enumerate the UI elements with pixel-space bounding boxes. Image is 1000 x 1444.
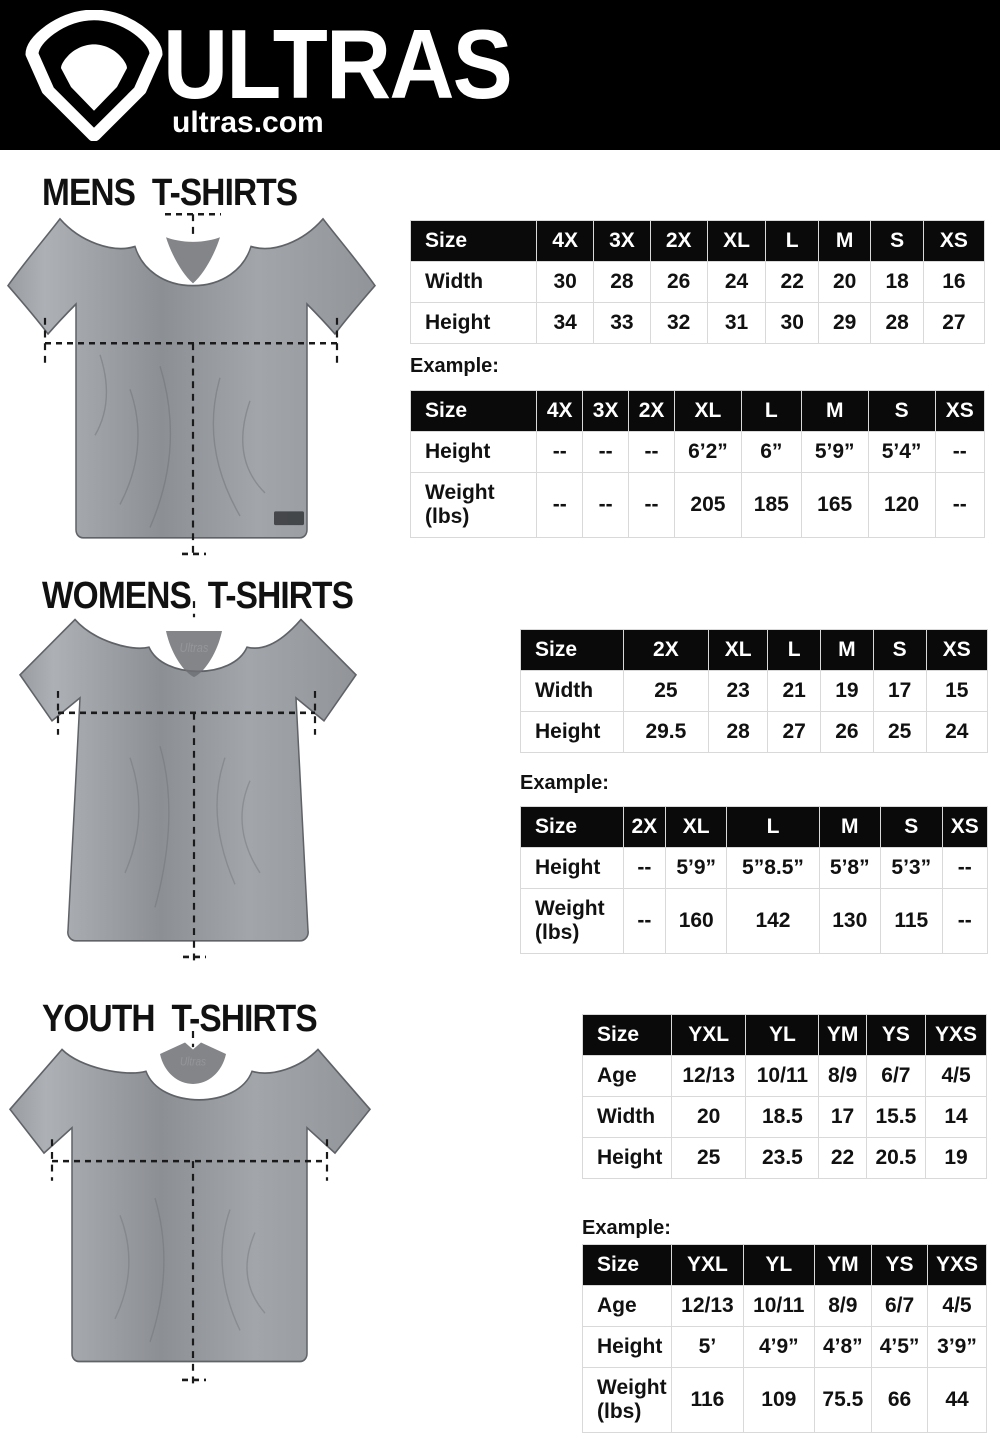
svg-text:Ultras: Ultras [180,640,209,655]
svg-text:Ultras: Ultras [180,1056,207,1069]
